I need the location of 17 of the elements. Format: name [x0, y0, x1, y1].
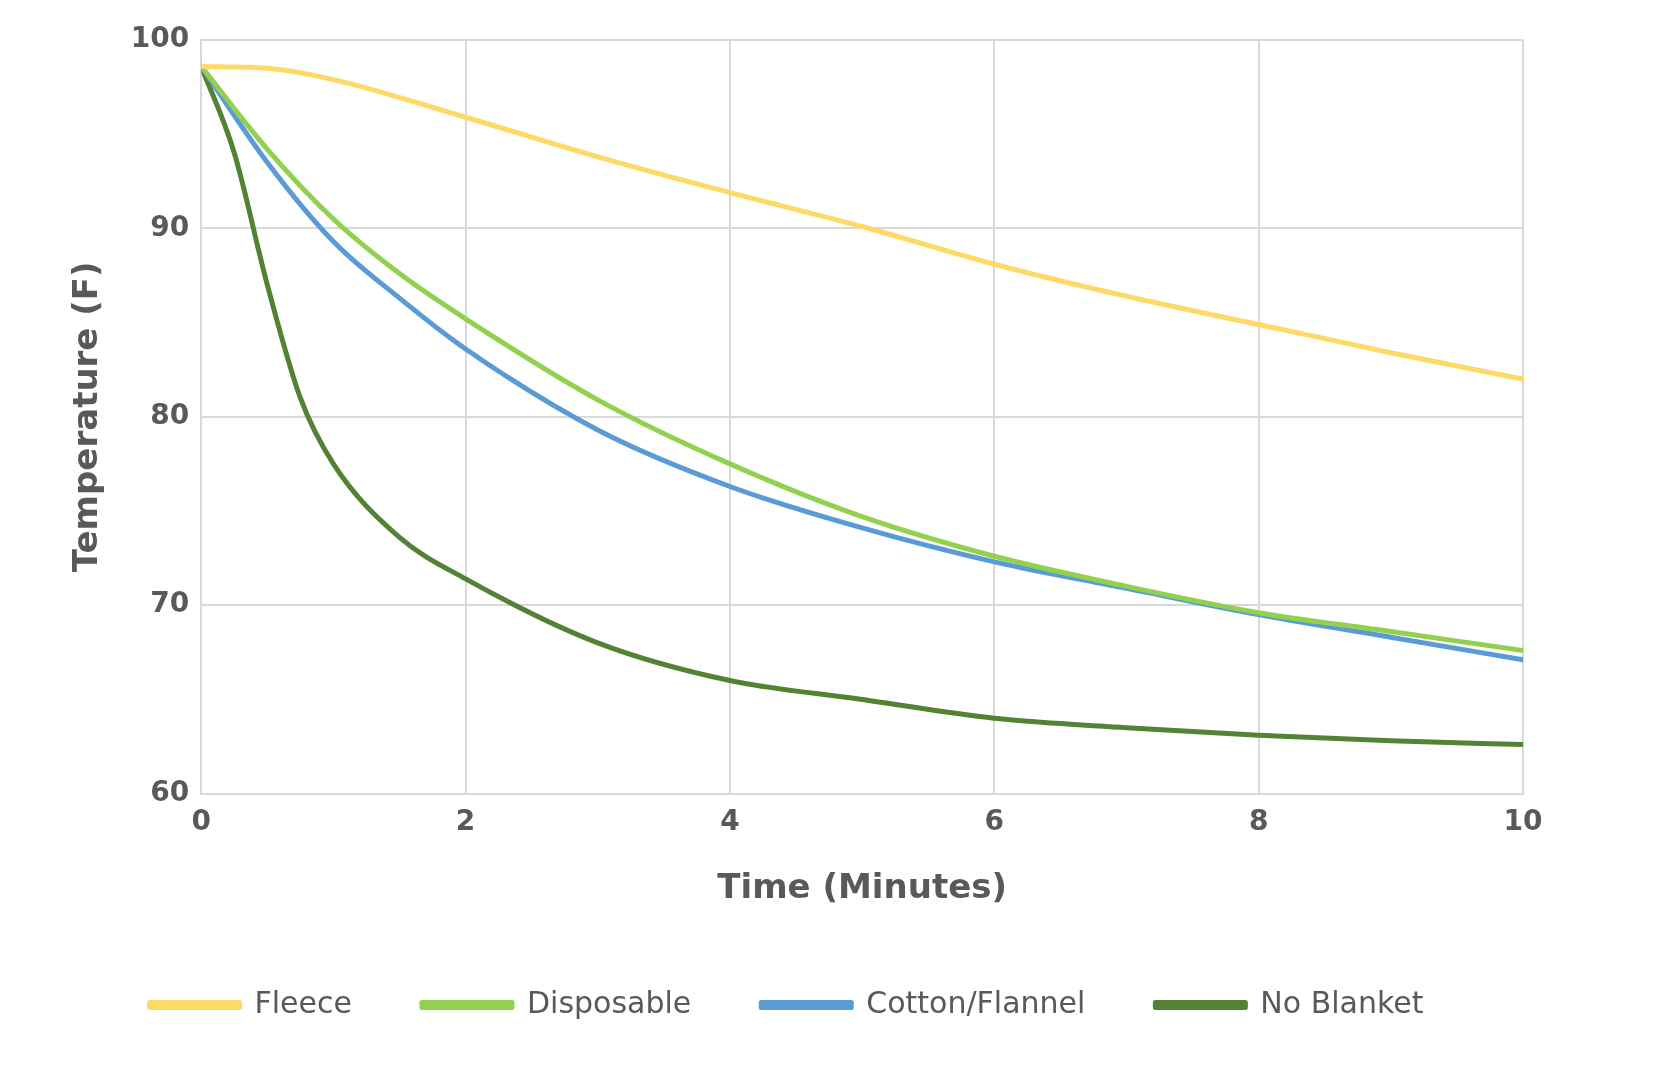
y-tick-label: 70 — [150, 586, 190, 620]
x-tick-label: 10 — [1503, 803, 1543, 837]
legend-label: No Blanket — [1260, 984, 1424, 1020]
y-tick-label: 90 — [150, 209, 190, 243]
y-tick-label: 60 — [150, 774, 190, 808]
y-axis-title: Temperature (F) — [65, 261, 106, 573]
legend-label: Cotton/Flannel — [866, 984, 1086, 1020]
legend-label: Disposable — [526, 984, 692, 1020]
x-tick-label: 2 — [455, 803, 476, 837]
x-tick-label: 8 — [1248, 803, 1269, 837]
legend-label: Fleece — [254, 984, 352, 1020]
y-tick-label: 80 — [150, 398, 190, 432]
y-tick-label: 100 — [130, 21, 190, 55]
x-tick-label: 4 — [720, 803, 740, 837]
x-tick-label: 0 — [191, 803, 211, 837]
x-axis-title: Time (Minutes) — [717, 866, 1007, 907]
x-tick-label: 6 — [984, 803, 1005, 837]
